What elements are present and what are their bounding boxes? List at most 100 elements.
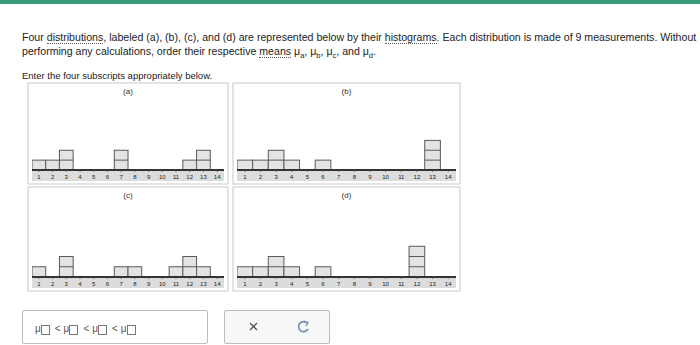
x-tick-label: 5 [92, 281, 96, 287]
subscript-slot[interactable] [127, 325, 136, 335]
x-tick-label: 1 [37, 281, 41, 287]
bar-unit-divider [197, 160, 211, 161]
x-tick [162, 277, 163, 279]
link[interactable]: distributions [47, 31, 104, 44]
x-tick [134, 170, 135, 172]
x-tick-label: 4 [78, 281, 82, 287]
x-tick-label: 4 [290, 174, 294, 180]
x-tick [369, 170, 370, 172]
text: , and μ [336, 45, 369, 57]
panel-frame [28, 83, 228, 184]
x-tick-label: 7 [337, 281, 341, 287]
bar [114, 267, 128, 277]
x-tick-label: 8 [133, 174, 137, 180]
bars [237, 140, 440, 170]
link[interactable]: means [259, 45, 291, 58]
x-tick-label: 9 [147, 281, 151, 287]
histogram-panel: (d)1234567891011121314 [233, 187, 460, 291]
x-tick [369, 277, 370, 279]
x-tick [276, 170, 277, 172]
x-tick [448, 170, 449, 172]
x-tick [244, 170, 245, 172]
bar [284, 267, 300, 277]
bar [59, 150, 73, 170]
x-tick [66, 277, 67, 279]
histogram-panel: (a)1234567891011121314 [28, 83, 228, 184]
x-tick-label: 14 [214, 281, 221, 287]
x-tick-label: 10 [159, 281, 166, 287]
x-tick [107, 170, 108, 172]
x-tick [291, 277, 292, 279]
bar-unit-divider [59, 160, 73, 161]
text: , labeled (a), (b), (c), and (d) are rep… [103, 31, 384, 43]
separator: < [112, 323, 118, 334]
bar [59, 257, 73, 278]
x-tick-label: 6 [321, 174, 325, 180]
x-tick [401, 277, 402, 279]
text: μ [291, 45, 300, 57]
bar-unit-divider [425, 160, 441, 161]
separator: < [55, 323, 61, 334]
x-tick-label: 1 [243, 174, 247, 180]
x-tick [448, 277, 449, 279]
bar-unit-divider [409, 266, 425, 267]
x-tick [432, 170, 433, 172]
bar-unit-divider [268, 266, 284, 267]
clear-button[interactable] [250, 323, 257, 330]
x-tick [354, 170, 355, 172]
bar-unit-divider [409, 256, 425, 257]
subscript-slot[interactable] [98, 325, 107, 335]
histogram-panel: (c)1234567891011121314 [28, 187, 228, 291]
x-tick-label: 12 [186, 281, 193, 287]
x-tick-label: 9 [368, 281, 372, 287]
bar [425, 140, 441, 170]
x-tick [66, 170, 67, 172]
x-tick-label: 9 [147, 174, 151, 180]
x-tick [385, 170, 386, 172]
x-tick [260, 170, 261, 172]
charts: (a)1234567891011121314(b)123456789101112… [0, 0, 700, 345]
button-group [224, 310, 330, 344]
x-tick [80, 170, 81, 172]
bar [197, 267, 211, 277]
x-tick-label: 10 [159, 174, 166, 180]
reset-button[interactable] [299, 321, 308, 332]
x-tick-label: 13 [429, 174, 436, 180]
x-tick-label: 8 [353, 281, 357, 287]
bar [169, 267, 183, 277]
bar-unit-divider [183, 266, 197, 267]
bars [32, 150, 210, 170]
x-tick [107, 277, 108, 279]
x-tick [432, 277, 433, 279]
bar-unit-divider [114, 160, 128, 161]
bar [268, 257, 284, 278]
answer-box[interactable]: μ<μ<μ<μ [22, 310, 208, 344]
bar [253, 267, 269, 277]
panel-frame [233, 83, 460, 184]
bar [237, 160, 253, 170]
bars [237, 246, 425, 277]
bar [32, 160, 46, 170]
subscript-slot[interactable] [69, 325, 78, 335]
subscript: a [300, 51, 304, 60]
x-tick [244, 277, 245, 279]
tick-strip [32, 170, 224, 181]
x-tick-label: 7 [337, 174, 341, 180]
x-tick [307, 277, 308, 279]
bar [315, 160, 331, 170]
x-tick [323, 170, 324, 172]
x-tick [385, 277, 386, 279]
bar [315, 267, 331, 277]
bar [32, 267, 46, 277]
x-tick [38, 170, 39, 172]
x-tick [148, 170, 149, 172]
link[interactable]: histograms [385, 31, 437, 44]
x-tick-label: 3 [65, 174, 69, 180]
x-tick-label: 2 [51, 281, 55, 287]
x-tick [323, 277, 324, 279]
x-tick-label: 11 [173, 281, 180, 287]
subscript-slot[interactable] [41, 325, 50, 335]
x-tick [217, 170, 218, 172]
x-axis [32, 169, 224, 171]
x-tick-label: 6 [321, 281, 325, 287]
